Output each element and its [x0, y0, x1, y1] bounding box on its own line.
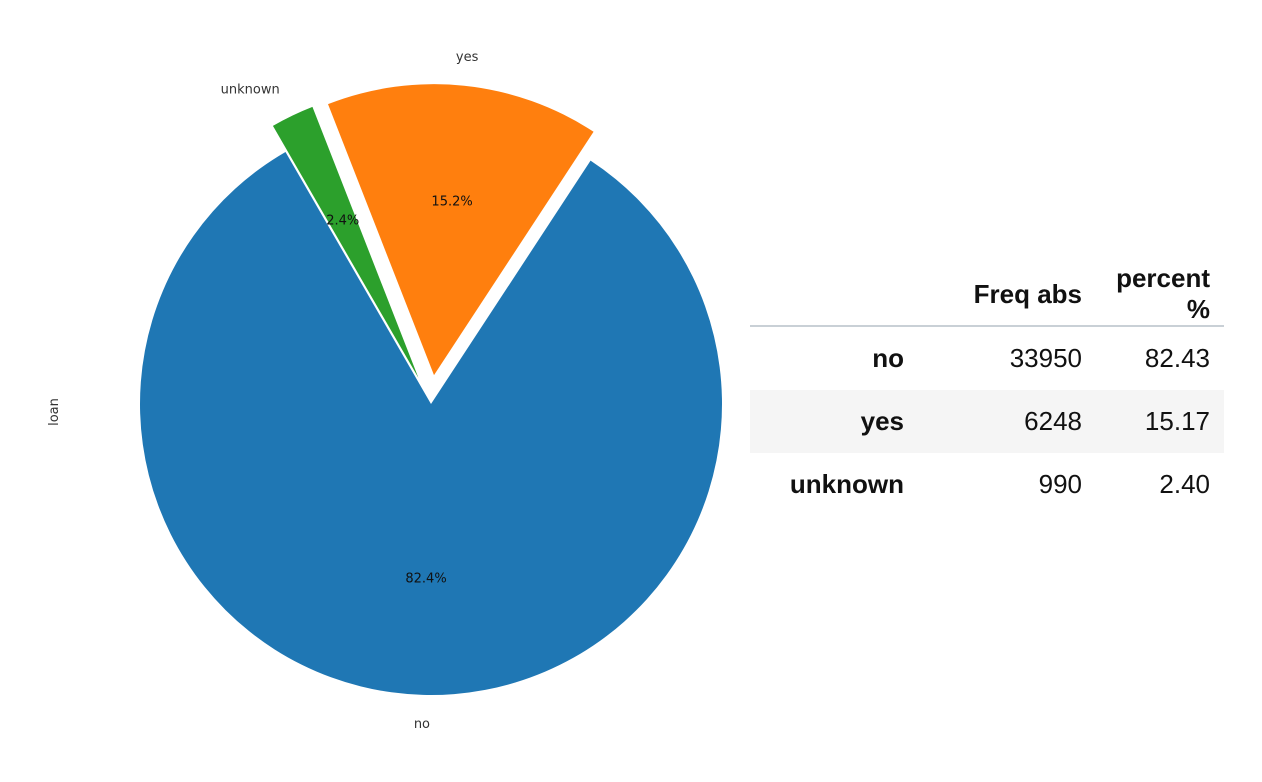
pie-percent-label-yes: 15.2%	[431, 194, 472, 209]
row-percent: 82.43	[1144, 343, 1210, 373]
table-header-index	[750, 263, 918, 327]
pie-percent-label-unknown: 2.4%	[326, 214, 359, 229]
row-label: unknown	[789, 469, 904, 499]
row-percent: 15.17	[1144, 406, 1210, 436]
table-header-freq: Freq abs	[918, 263, 1096, 327]
pie-slices	[139, 84, 722, 696]
row-label: yes	[860, 406, 904, 436]
row-label: no	[872, 343, 904, 373]
pie-slice-no	[139, 151, 722, 696]
table-row: yes 6248 15.17	[750, 390, 1224, 453]
pie-category-label-unknown: unknown	[221, 82, 280, 97]
table-row: unknown 990 2.40	[750, 453, 1224, 516]
pie-percent-label-no: 82.4%	[405, 572, 446, 587]
row-percent: 2.40	[1159, 469, 1210, 499]
pie-slice-unknown	[272, 106, 419, 378]
y-axis-label: loan	[47, 398, 62, 426]
pie-labels: 82.4% no 15.2% yes 2.4% unknown	[221, 50, 479, 732]
row-freq: 990	[1038, 469, 1082, 499]
row-freq: 33950	[1009, 343, 1082, 373]
pie-category-label-no: no	[414, 717, 430, 732]
table-header-row: Freq abs percent %	[750, 263, 1224, 327]
pie-category-label-yes: yes	[456, 50, 479, 65]
pie-slice-yes	[328, 84, 594, 376]
table-header-percent: percent %	[1096, 263, 1224, 327]
row-freq: 6248	[1024, 406, 1082, 436]
pie-chart: 82.4% no 15.2% yes 2.4% unknown loan	[47, 50, 722, 732]
table-row: no 33950 82.43	[750, 326, 1224, 390]
frequency-table: Freq abs percent % no 33950 82.43 yes 62…	[750, 263, 1224, 516]
